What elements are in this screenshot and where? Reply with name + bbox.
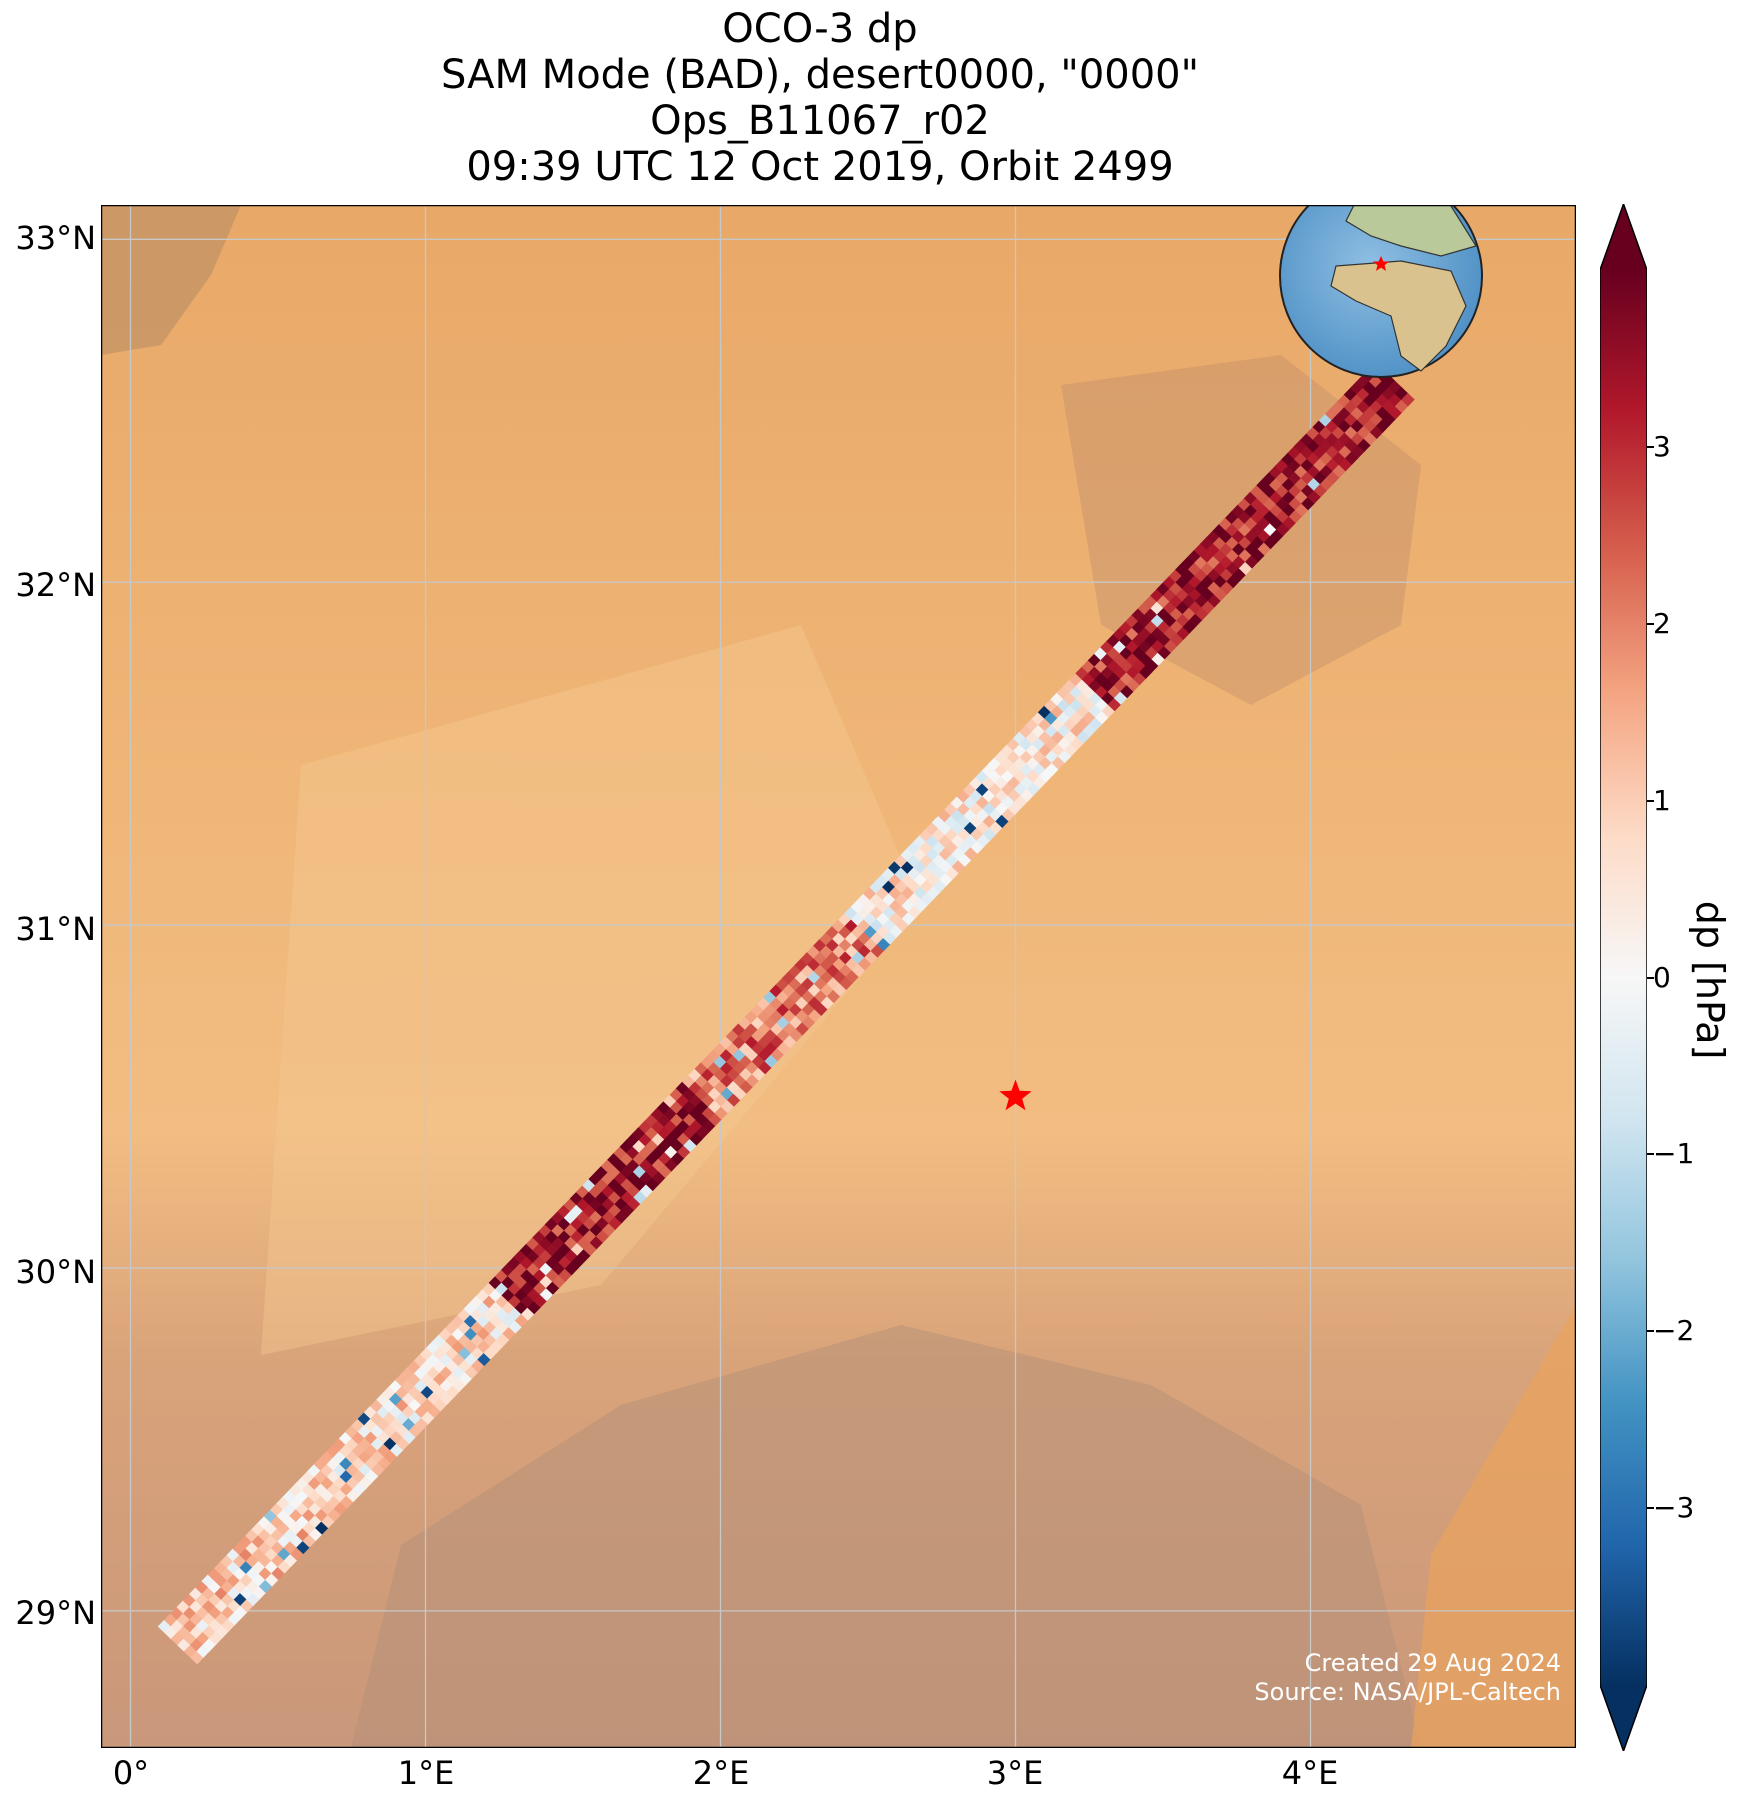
colorbar-tick-mark [1647,1330,1654,1333]
colorbar-tick-label: −3 [1653,1491,1695,1525]
colorbar-tick-label: −1 [1653,1137,1695,1171]
lat-label-30n: 30°N [15,1253,96,1291]
colorbar-tick-mark [1647,622,1654,625]
rocky-terrain-bottom [351,1325,1421,1748]
lon-label-4e: 4°E [1281,1754,1339,1792]
colorbar-top-extend [1600,204,1647,270]
title-line-2: SAM Mode (BAD), desert0000, "0000" [440,52,1200,98]
colorbar-tick-mark [1647,445,1654,448]
source-text: Source: NASA/JPL-Caltech [1254,1678,1561,1706]
lat-label-29n: 29°N [15,1594,96,1632]
map-canvas[interactable] [101,205,1576,1748]
title-line-1: OCO-3 dp [722,6,918,52]
title-line-4: 09:39 UTC 12 Oct 2019, Orbit 2499 [466,144,1174,190]
rocky-terrain-top-left [101,205,241,355]
title-line-3: Ops_B11067_r02 [650,98,990,144]
lon-label-0: 0° [112,1754,150,1792]
colorbar-tick-mark [1647,1507,1654,1510]
colorbar-gradient [1600,270,1647,1685]
inset-globe [1279,205,1483,378]
dune-field-bottom-right [1411,1305,1576,1748]
colorbar-graphic [1599,201,1648,1754]
colorbar-tick-label: −2 [1653,1314,1695,1348]
map-panel[interactable] [101,205,1576,1748]
sounding-pixel [1401,392,1415,407]
colorbar-tick-label: 1 [1653,783,1671,817]
colorbar-tick-mark [1647,1153,1654,1156]
lon-label-1e: 1°E [397,1754,455,1792]
colorbar-tick-label: 2 [1653,606,1671,640]
europe-landmass [1345,205,1477,257]
lon-label-3e: 3°E [986,1754,1044,1792]
lon-label-2e: 2°E [692,1754,750,1792]
lat-label-33n: 33°N [15,219,96,257]
target-star-icon [999,1079,1032,1111]
credits-block: Created 29 Aug 2024 Source: NASA/JPL-Cal… [1254,1649,1561,1707]
africa-landmass [1330,260,1467,372]
lat-label-32n: 32°N [15,566,96,604]
colorbar [1599,201,1648,1754]
lat-label-31n: 31°N [15,910,96,948]
target-star-marker [999,1079,1032,1111]
colorbar-tick-label: 0 [1653,960,1671,994]
created-date-text: Created 29 Aug 2024 [1304,1649,1561,1677]
colorbar-bottom-extend [1600,1685,1647,1751]
colorbar-tick-label: 3 [1653,429,1671,463]
sounding-swath [157,361,1415,1665]
map-frame [101,205,1576,1748]
globe-target-star-icon [1373,256,1389,271]
colorbar-label: dp [hPa] [1688,900,1732,1060]
colorbar-tick-mark [1647,976,1654,979]
colorbar-tick-mark [1647,799,1654,802]
